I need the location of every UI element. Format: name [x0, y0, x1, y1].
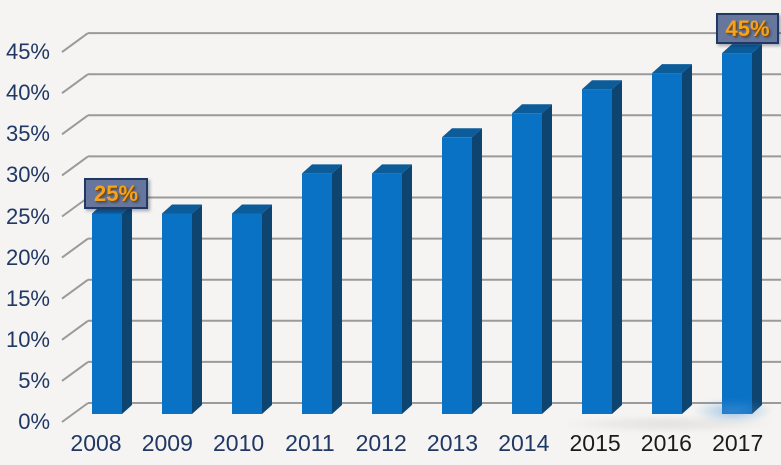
gridline-bevel	[61, 114, 89, 136]
gridline-bevel	[61, 155, 89, 177]
gridline-bevel	[61, 32, 89, 53]
bar-2010	[232, 204, 272, 414]
data-label-2017-text: 45%	[725, 15, 770, 41]
gridline-bevel	[61, 237, 89, 259]
bar-2012	[372, 164, 412, 414]
bar-2008	[92, 204, 132, 414]
data-label-2008: 25%	[84, 178, 148, 209]
bar-2015	[582, 80, 622, 414]
bar-2011	[302, 164, 342, 414]
data-label-2008-text: 25%	[93, 180, 139, 206]
bar-2016	[652, 64, 692, 415]
gridline-bevel	[61, 73, 89, 95]
watermark-smudge-blue	[693, 399, 773, 423]
gridline-bevel	[61, 319, 89, 341]
bar-2014	[512, 104, 552, 414]
data-label-2017: 45%	[716, 13, 779, 44]
bar-2009	[162, 204, 202, 414]
gridline-bevel	[61, 278, 89, 300]
gridline-bevel	[61, 361, 89, 382]
gridline-bevel	[61, 196, 89, 218]
bar-2017	[722, 44, 762, 414]
bar-2013	[442, 128, 482, 414]
gridline-bevel	[61, 402, 89, 423]
